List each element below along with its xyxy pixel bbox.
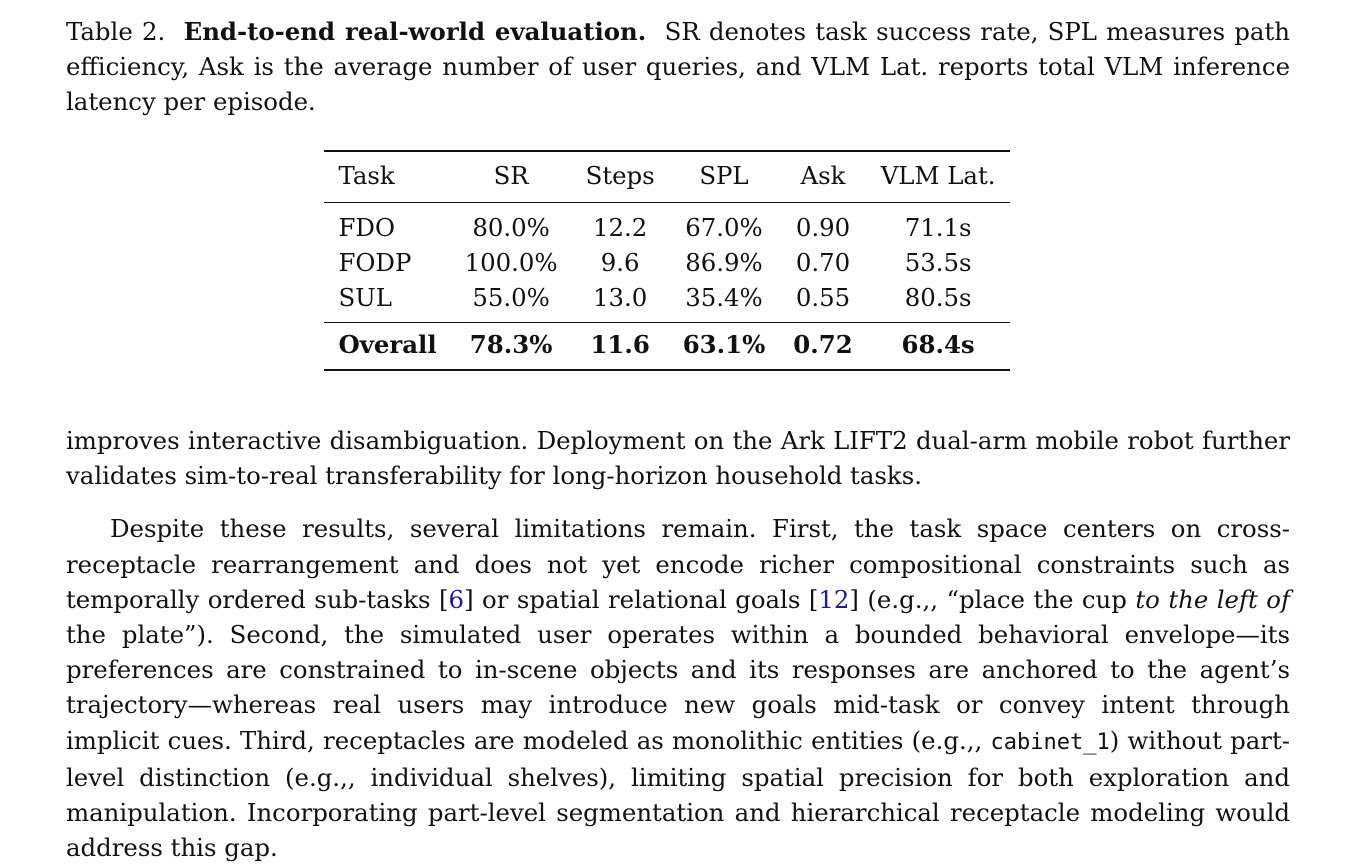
cell-ask: 0.55: [795, 283, 851, 312]
cell-sr: 80.0%: [472, 213, 550, 242]
cell-sr: 100.0%: [464, 248, 558, 277]
table-row: FDO 80.0% 12.2 67.0% 0.90 71.1s: [324, 203, 1009, 246]
cell-task: FODP: [338, 248, 412, 277]
overall-spl: 63.1%: [682, 330, 766, 359]
paragraph-text: ] (e.g.,, “place the cup: [849, 584, 1136, 614]
table-header-row: Task SR Steps SPL Ask VLM Lat.: [324, 151, 1010, 203]
header-spl: SPL: [699, 161, 749, 190]
cell-task: SUL: [338, 283, 392, 312]
cell-vlm-lat: 80.5s: [904, 283, 972, 312]
cell-steps: 12.2: [592, 213, 648, 242]
paragraph: improves interactive disambiguation. Dep…: [66, 426, 1290, 491]
cell-spl: 67.0%: [685, 213, 763, 242]
cell-ask: 0.90: [795, 213, 851, 242]
limitations-paragraph: Despite these results, several limitatio…: [66, 511, 1290, 865]
table-row: FODP 100.0% 9.6 86.9% 0.70 53.5s: [324, 245, 1009, 280]
overall-steps: 11.6: [590, 330, 650, 359]
cell-steps: 9.6: [600, 248, 640, 277]
cell-task: FDO: [338, 213, 395, 242]
cell-spl: 35.4%: [685, 283, 763, 312]
code-text: cabinet_1: [990, 729, 1110, 755]
overall-vlm-lat: 68.4s: [901, 330, 975, 359]
body-text: improves interactive disambiguation. Dep…: [66, 423, 1290, 865]
overall-ask: 0.72: [793, 330, 853, 359]
overall-task: Overall: [338, 330, 437, 359]
caption-text: SR denotes task success rate, SPL measur…: [66, 17, 1290, 116]
italic-text: to the left of: [1135, 584, 1290, 614]
caption-title: End-to-end real-world evaluation.: [183, 17, 647, 46]
cell-steps: 13.0: [592, 283, 648, 312]
header-sr: SR: [493, 161, 529, 190]
cell-vlm-lat: 71.1s: [904, 213, 972, 242]
header-ask: Ask: [800, 161, 846, 190]
table-wrapper: Task SR Steps SPL Ask VLM Lat. FDO 80.0%…: [66, 150, 1290, 371]
header-task: Task: [338, 161, 395, 190]
results-table: Task SR Steps SPL Ask VLM Lat. FDO 80.0%…: [324, 150, 1010, 371]
table-caption: Table 2. End-to-end real-world evaluatio…: [66, 14, 1290, 119]
citation-link[interactable]: 12: [818, 584, 850, 614]
cell-spl: 86.9%: [685, 248, 763, 277]
header-vlm-lat: VLM Lat.: [880, 161, 996, 190]
cell-sr: 55.0%: [472, 283, 550, 312]
table-section: Table 2. End-to-end real-world evaluatio…: [66, 14, 1290, 371]
overall-sr: 78.3%: [469, 330, 553, 359]
table-row: SUL 55.0% 13.0 35.4% 0.55 80.5s: [324, 280, 1009, 323]
cell-vlm-lat: 53.5s: [904, 248, 972, 277]
citation-link[interactable]: 6: [448, 584, 465, 614]
paragraph-text: the plate”). Second, the simulated user …: [66, 620, 1290, 755]
paragraph-text: ] or spatial relational goals [: [464, 584, 819, 614]
cell-ask: 0.70: [795, 248, 851, 277]
header-steps: Steps: [585, 161, 655, 190]
table-overall-row: Overall 78.3% 11.6 63.1% 0.72 68.4s: [324, 322, 1010, 370]
caption-label: Table 2.: [66, 17, 166, 46]
paragraph-text: Despite these results, several limitatio…: [66, 514, 1290, 614]
